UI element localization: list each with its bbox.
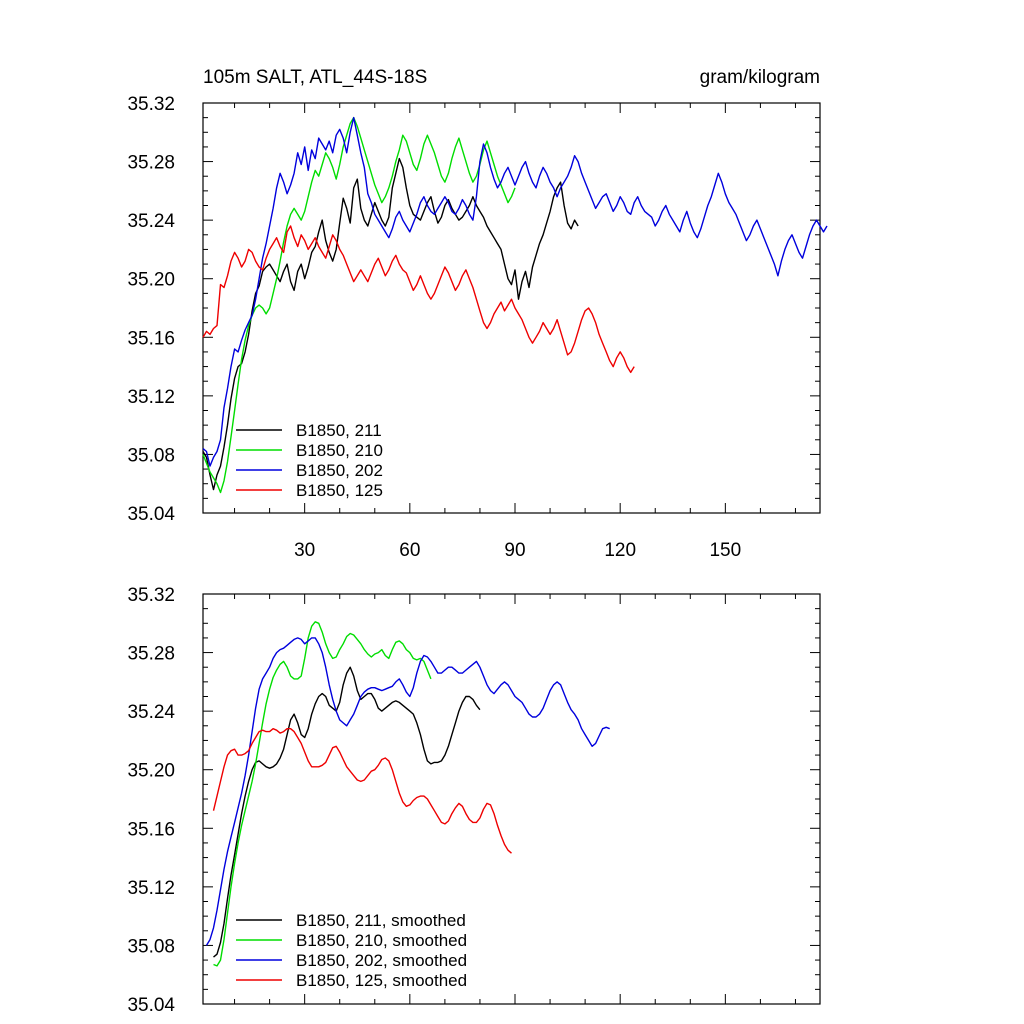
- y-tick-label: 35.12: [127, 387, 175, 408]
- bottom-panel: 35.04 35.08 35.12 35.16 35.20 35.24 35.28 35.32…: [127, 585, 821, 1016]
- y-tick-label: 35.28: [127, 644, 175, 665]
- series-line-1: [213, 666, 481, 958]
- y-tick-label: 35.16: [127, 328, 175, 349]
- series-line-1: [202, 157, 579, 491]
- legend-label: B1850, 210: [296, 441, 383, 460]
- legend-label: B1850, 210, smoothed: [296, 931, 467, 950]
- x-tick-label: 30: [294, 540, 315, 561]
- y-tick-label: 35.24: [127, 211, 175, 232]
- y-tick-label: 35.04: [127, 995, 175, 1016]
- chart-title: 105m SALT, ATL_44S-18S: [203, 67, 427, 88]
- series-line-4: [202, 225, 635, 374]
- series-line-2: [213, 621, 432, 967]
- x-tick-label: 120: [604, 540, 636, 561]
- legend-label: B1850, 202, smoothed: [296, 951, 467, 970]
- x-tick-label: 90: [504, 540, 525, 561]
- y-tick-label: 35.28: [127, 153, 175, 174]
- y-tick-label: 35.08: [127, 445, 175, 466]
- y-tick-label: 35.08: [127, 936, 175, 957]
- y-tick-label: 35.20: [127, 270, 175, 291]
- y-tick-label: 35.16: [127, 819, 175, 840]
- legend-label: B1850, 125: [296, 481, 383, 500]
- legend-label: B1850, 125, smoothed: [296, 971, 467, 990]
- series-line-2: [202, 116, 516, 494]
- top-panel: 105m SALT, ATL_44S-18S gram/kilogram 35.…: [127, 67, 828, 561]
- units-label: gram/kilogram: [700, 67, 820, 88]
- y-tick-label: 35.20: [127, 761, 175, 782]
- x-tick-label: 60: [399, 540, 420, 561]
- legend-label: B1850, 211, smoothed: [296, 911, 466, 930]
- x-tick-label: 150: [709, 540, 741, 561]
- series-line-4: [212, 728, 512, 854]
- y-tick-label: 35.32: [127, 94, 175, 115]
- series-line-3: [205, 637, 610, 946]
- y-tick-label: 35.12: [127, 878, 175, 899]
- y-tick-label: 35.04: [127, 504, 175, 525]
- y-tick-label: 35.32: [127, 585, 175, 606]
- legend-label: B1850, 211: [296, 421, 382, 440]
- series-line-3: [202, 116, 828, 467]
- y-tick-label: 35.24: [127, 702, 175, 723]
- legend-label: B1850, 202: [296, 461, 383, 480]
